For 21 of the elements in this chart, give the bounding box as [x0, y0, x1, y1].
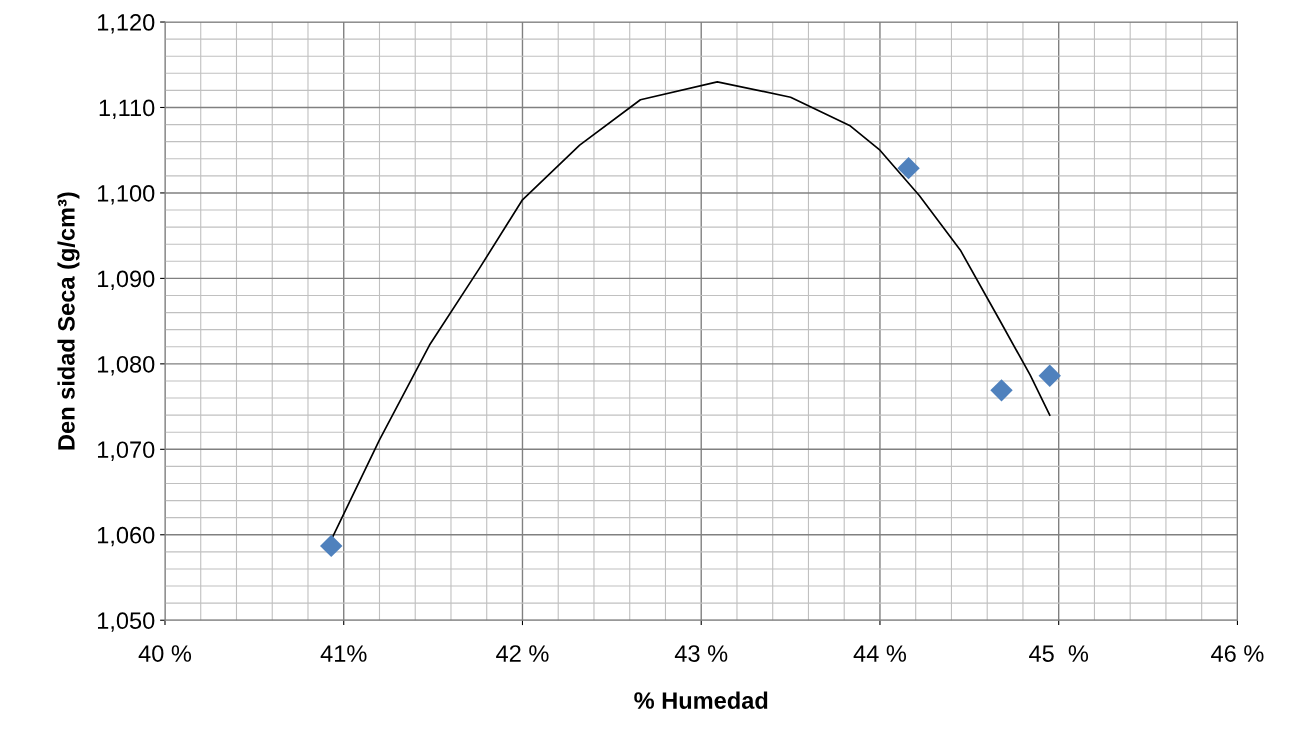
x-tick-label: 44 %	[853, 645, 907, 662]
y-tick-label: 1,090	[97, 270, 155, 290]
point	[897, 156, 920, 180]
x-tick-label: 42 %	[496, 645, 549, 662]
point	[990, 379, 1013, 402]
y-tick-label: 1,110	[99, 99, 155, 120]
x-tick-label: 45 %	[1029, 645, 1089, 662]
y-tick-label: 1,060	[97, 526, 155, 547]
y-tick-label: 1,120	[97, 14, 155, 34]
x-tick-label: 41%	[320, 645, 367, 662]
x-tick-label: 40 %	[138, 645, 192, 662]
x-axis-title: % Humedad	[634, 691, 768, 709]
x-tick-label: 46 %	[1211, 645, 1264, 662]
y-tick-label: 1,100	[97, 185, 155, 205]
y-tick-label: 1,050	[97, 612, 155, 632]
point	[320, 534, 343, 558]
point	[1038, 364, 1061, 388]
y-tick-label: 1,070	[97, 441, 155, 461]
y-axis-title: Den sidad Seca (g/cm³)	[57, 192, 80, 450]
x-tick-label: 43 %	[674, 645, 728, 662]
y-tick-label: 1,080	[97, 355, 155, 376]
